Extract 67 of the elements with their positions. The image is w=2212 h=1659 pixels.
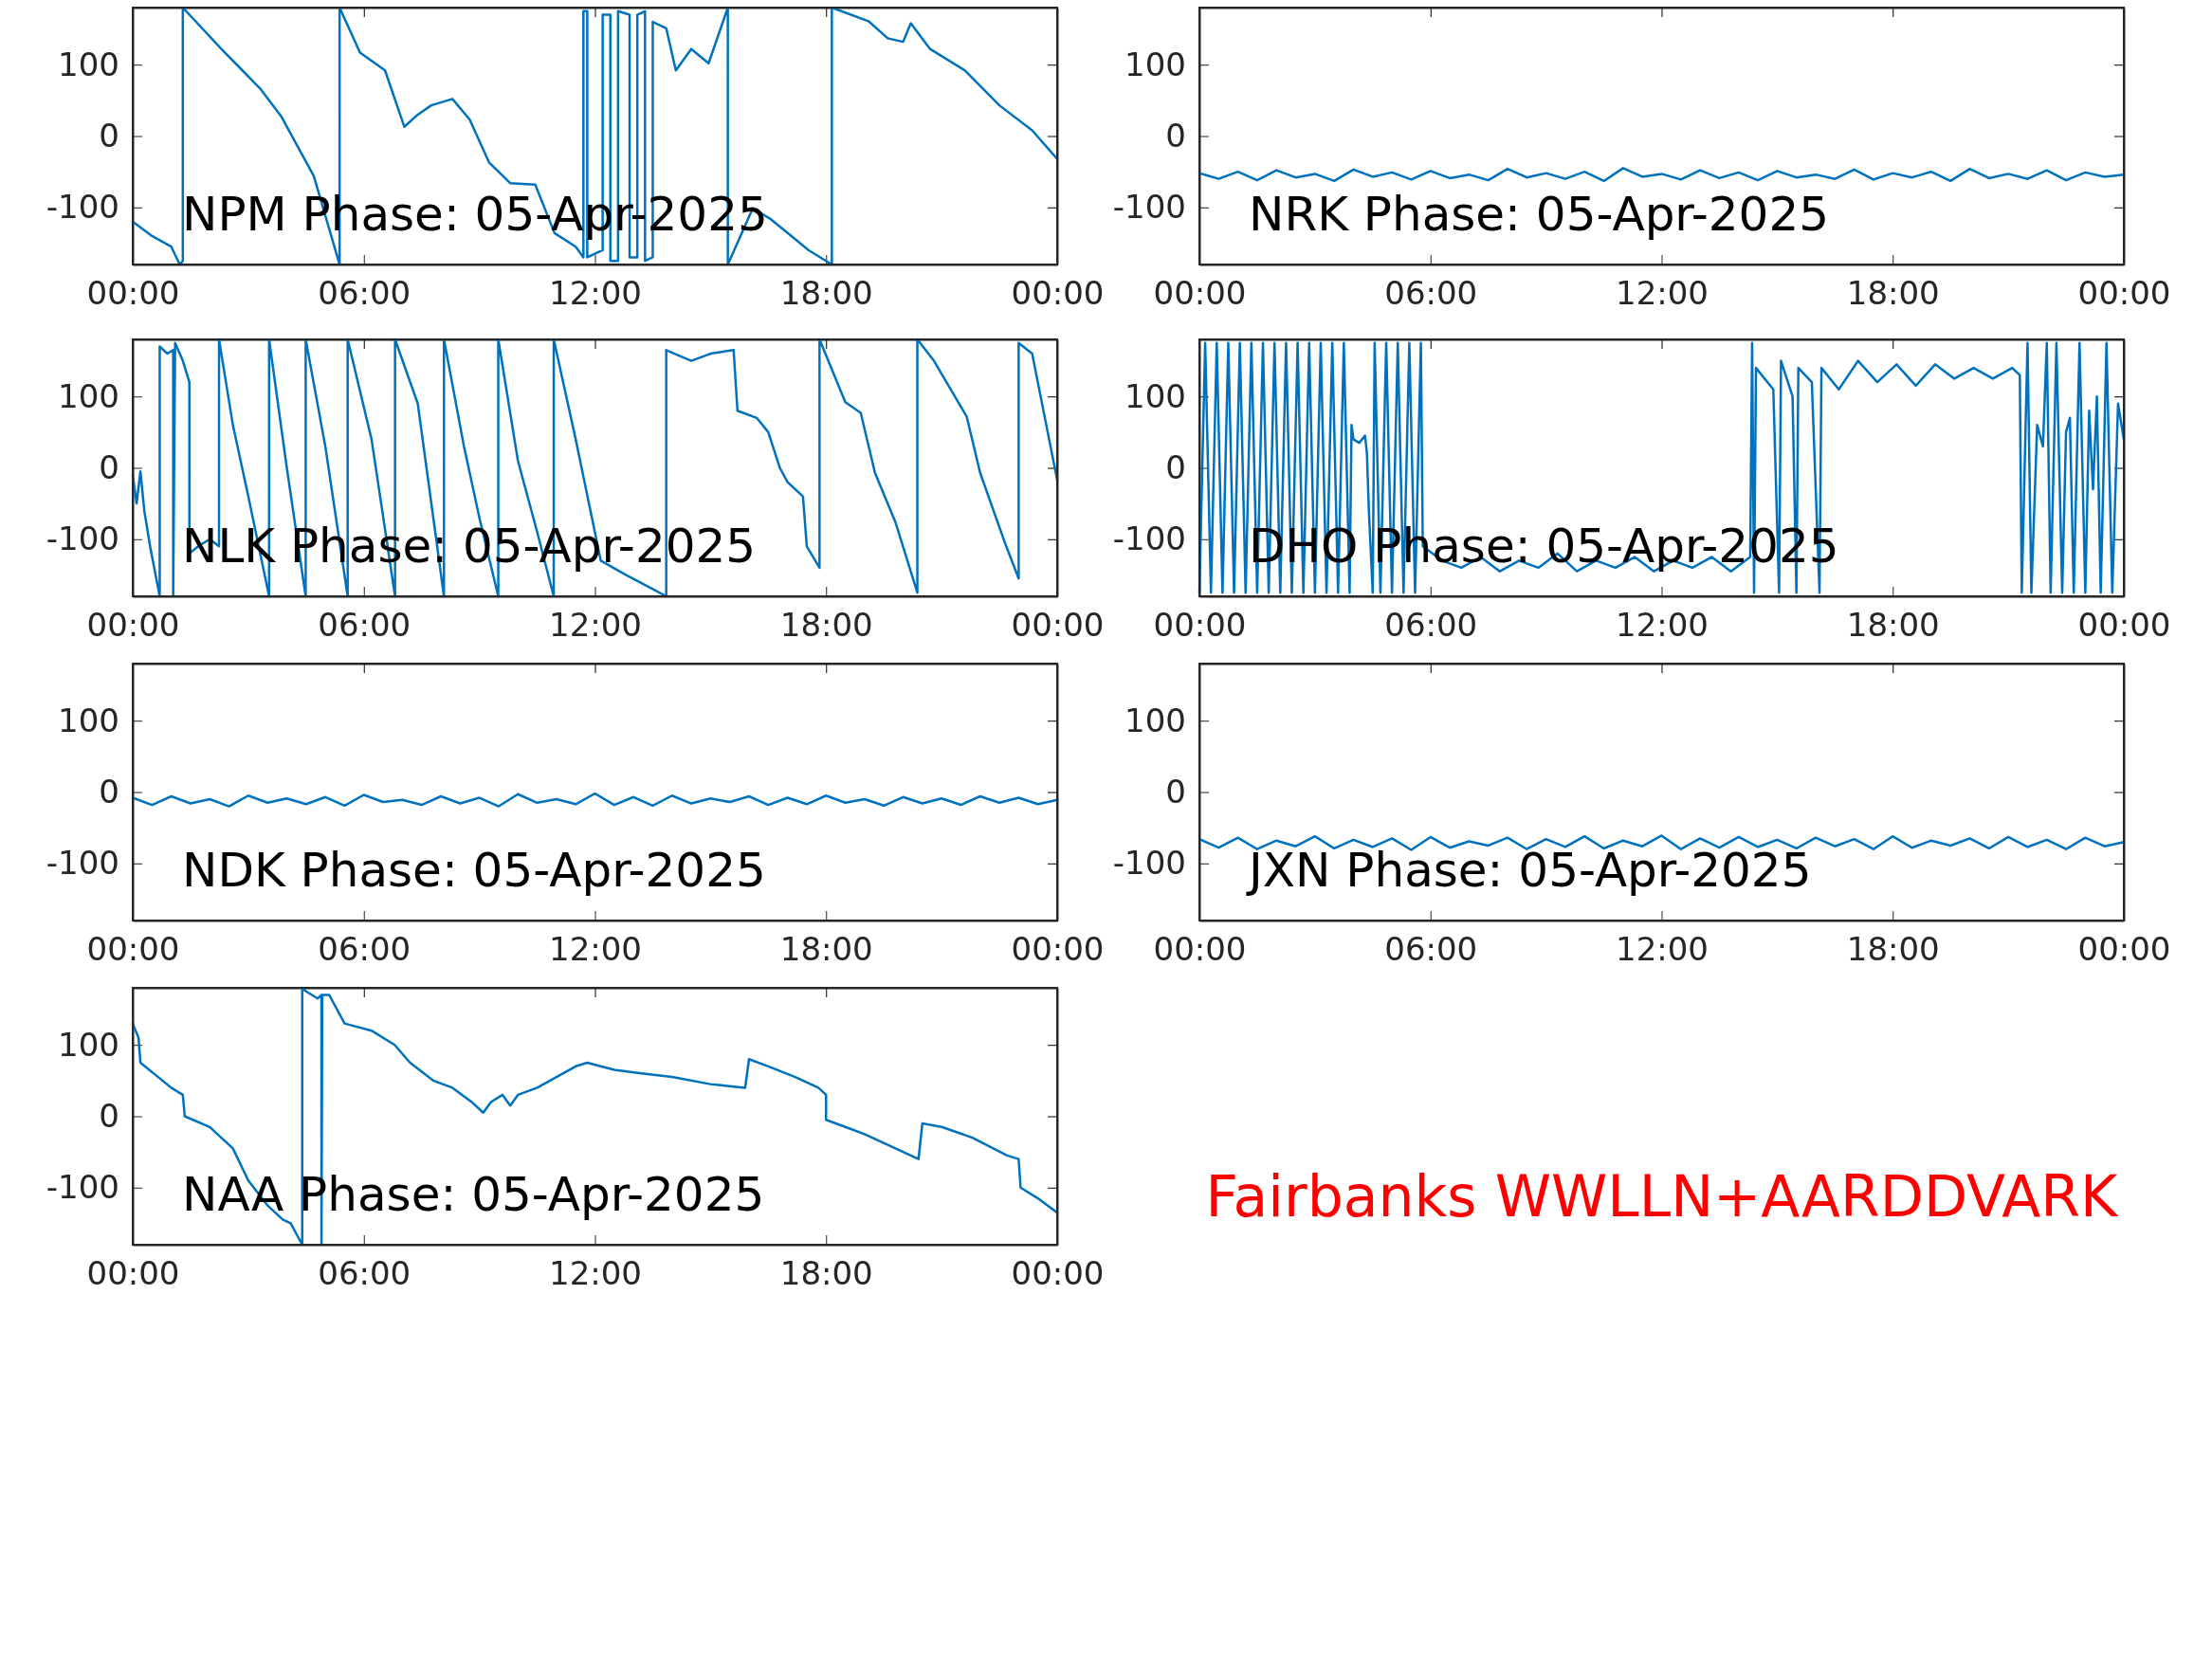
x-tick-label: 00:00 (1011, 606, 1105, 645)
line-series (1197, 167, 2126, 183)
x-tick-label: 06:00 (318, 930, 411, 969)
line-series (1197, 341, 2126, 594)
line-series (131, 337, 1059, 598)
x-tick-label: 00:00 (1011, 930, 1105, 969)
x-tick-label: 12:00 (549, 606, 642, 645)
x-tick-label: 06:00 (318, 1254, 411, 1293)
y-tick-label: 100 (1124, 376, 1186, 415)
y-tick-label: -100 (1112, 844, 1186, 883)
x-tick-label: 18:00 (1846, 606, 1940, 645)
y-tick-label: -100 (1112, 520, 1186, 558)
x-tick-label: 18:00 (1846, 930, 1940, 969)
x-tick-label: 18:00 (1846, 274, 1940, 313)
x-tick-label: 06:00 (1384, 606, 1478, 645)
x-tick-label: 00:00 (86, 274, 180, 313)
x-tick-label: 12:00 (549, 930, 642, 969)
text: Fairbanks WWLLN+AARDDVARK (1205, 1163, 2120, 1230)
x-tick-label: 00:00 (86, 1254, 180, 1293)
x-tick-label: 12:00 (1616, 274, 1709, 313)
line-series (1197, 834, 2126, 851)
y-tick-label: 100 (1124, 701, 1186, 739)
y-tick-label: -100 (46, 188, 119, 227)
x-tick-label: 18:00 (779, 606, 873, 645)
y-tick-label: 100 (1124, 45, 1186, 83)
x-tick-label: 00:00 (1153, 930, 1247, 969)
y-tick-label: 0 (99, 772, 119, 811)
x-tick-label: 00:00 (2077, 606, 2171, 645)
x-tick-label: 12:00 (549, 274, 642, 313)
line-series (131, 792, 1059, 808)
x-tick-label: 12:00 (1616, 930, 1709, 969)
y-tick-label: 100 (58, 1025, 119, 1064)
x-tick-label: 06:00 (1384, 274, 1478, 313)
x-tick-label: 12:00 (1616, 606, 1709, 645)
x-tick-label: 12:00 (549, 1254, 642, 1293)
y-tick-label: -100 (1112, 188, 1186, 227)
x-tick-label: 00:00 (1153, 606, 1247, 645)
y-tick-label: -100 (46, 1168, 119, 1207)
x-tick-label: 06:00 (1384, 930, 1478, 969)
x-tick-label: 18:00 (779, 1254, 873, 1293)
y-tick-label: 100 (58, 45, 119, 83)
text: NRK Phase: 05-Apr-2025 (1249, 187, 1830, 242)
y-tick-label: 0 (99, 1096, 119, 1135)
y-tick-label: 100 (58, 701, 119, 739)
y-tick-label: 0 (1165, 772, 1186, 811)
y-tick-label: 0 (99, 116, 119, 155)
y-tick-label: -100 (46, 520, 119, 558)
x-tick-label: 00:00 (1011, 1254, 1105, 1293)
x-tick-label: 00:00 (1153, 274, 1247, 313)
x-tick-label: 18:00 (779, 930, 873, 969)
x-tick-label: 00:00 (86, 930, 180, 969)
y-tick-label: 100 (58, 376, 119, 415)
x-tick-label: 06:00 (318, 274, 411, 313)
y-tick-label: 0 (99, 447, 119, 486)
y-tick-label: 0 (1165, 116, 1186, 155)
y-tick-label: 0 (1165, 447, 1186, 486)
x-tick-label: 18:00 (779, 274, 873, 313)
line-series (131, 6, 1059, 266)
x-tick-label: 00:00 (2077, 274, 2171, 313)
y-tick-label: -100 (46, 844, 119, 883)
x-tick-label: 00:00 (2077, 930, 2171, 969)
x-tick-label: 00:00 (86, 606, 180, 645)
line-series (131, 986, 1059, 1247)
text: JXN Phase: 05-Apr-2025 (1246, 843, 1812, 898)
x-tick-label: 06:00 (318, 606, 411, 645)
text: NDK Phase: 05-Apr-2025 (182, 843, 766, 898)
x-tick-label: 00:00 (1011, 274, 1105, 313)
